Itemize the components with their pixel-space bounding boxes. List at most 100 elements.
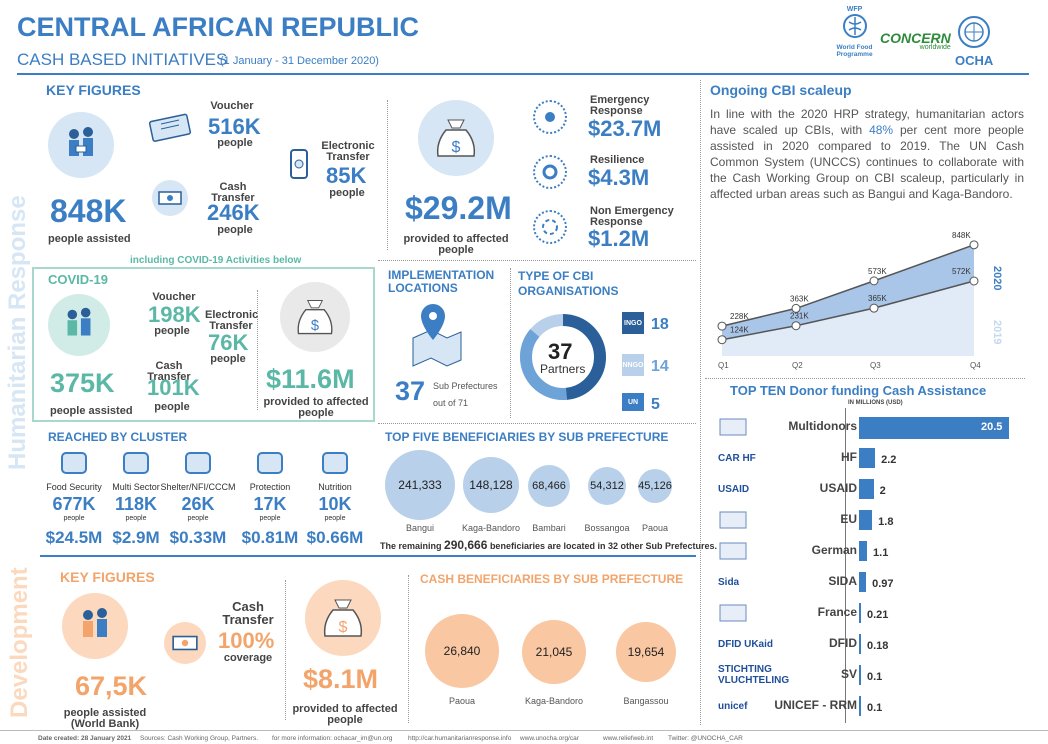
kf-cash-value: 246K <box>207 200 260 225</box>
covid-provided-label: provided to affected people <box>263 396 369 419</box>
implementation-text: Sub Prefectures <box>433 381 498 391</box>
cluster-text: people <box>63 515 85 522</box>
footer-twitter[interactable]: Twitter: @UNOCHA_CAR <box>668 735 743 742</box>
footer-url3[interactable]: www.reliefweb.int <box>603 735 654 742</box>
footer-info[interactable]: for more information: ochacar_im@un.org <box>272 735 393 742</box>
donor-bar <box>859 696 861 716</box>
phone-icon <box>280 145 318 183</box>
area-2019 <box>722 281 974 356</box>
bubble-label: Bossangoa <box>584 523 630 533</box>
bubble-label: Bambari <box>532 523 566 533</box>
data-point <box>791 303 801 313</box>
kf-voucher-label: Voucher <box>210 100 254 112</box>
cluster-text: people <box>259 515 281 522</box>
cash-icon <box>152 180 188 216</box>
cluster-text: 118K <box>114 494 158 514</box>
donor-name: UNICEF - RRM <box>774 698 857 712</box>
kf-resilience-value: $4.3M <box>588 165 650 190</box>
bubble-label: Bangui <box>405 523 435 533</box>
donor-value: 0.18 <box>867 640 889 652</box>
covid-cash-label: Cash Transfer <box>147 360 191 383</box>
kf-provided-label: provided to affected people <box>403 233 509 256</box>
x-tick: Q2 <box>792 361 803 370</box>
divider <box>510 268 511 418</box>
cluster-text: 10K <box>318 494 352 514</box>
donor-logo <box>718 510 773 530</box>
footer-sources: Sources: Cash Working Group, Partners. <box>140 735 259 742</box>
sidebar-development: Development <box>6 567 33 718</box>
kf-resilience-label: Resilience <box>590 154 645 166</box>
svg-text:$: $ <box>339 619 348 636</box>
dev-cash-sub: coverage <box>223 652 273 664</box>
covid-note: including COVID-19 Activities below <box>130 255 302 266</box>
page-title: CENTRAL AFRICAN REPUBLIC <box>17 12 419 42</box>
donor-bar <box>859 448 876 468</box>
data-point <box>717 321 727 331</box>
data-point <box>869 303 879 313</box>
implementation-title: IMPLEMENTATION LOCATIONS <box>388 268 495 295</box>
covid-people-icon <box>48 294 110 356</box>
covid-assisted-value: 375K <box>50 368 115 398</box>
un-value: 5 <box>651 396 660 413</box>
donor-bar <box>859 603 861 623</box>
series-line <box>721 280 975 341</box>
kf-emergency-label: Emergency Response <box>590 94 650 117</box>
data-label: 365K <box>868 294 887 303</box>
ingo-flag: INGO <box>622 312 644 334</box>
cluster-text: Food Security <box>46 482 102 492</box>
donor-row: DFID UKaid DFID 0.18 <box>712 630 1012 656</box>
donor-axis <box>845 408 846 723</box>
footer-url1[interactable]: http://car.humanitarianresponse.info <box>408 735 512 742</box>
footer-date: Date created: 28 January 2021 <box>38 735 132 742</box>
bubble-label: Paoua <box>641 523 669 533</box>
divider <box>705 378 1025 379</box>
cluster-text: Shelter/NFI/CCCM <box>160 482 236 492</box>
covid-provided-value: $11.6M <box>266 364 355 394</box>
donor-value: 20.5 <box>981 421 1003 433</box>
cash-benef-label: Bangassou <box>623 696 669 706</box>
kf-provided-value: $29.2M <box>405 190 512 226</box>
donors-title: TOP TEN Donor funding Cash Assistance <box>730 383 987 398</box>
covid-box <box>32 267 375 422</box>
cluster-text: 17K <box>253 494 287 514</box>
footer-url2[interactable]: www.unocha.org/car <box>520 735 579 742</box>
dev-assisted-value: 67,5K <box>75 671 148 701</box>
cash-benef-label: Kaga-Bandoro <box>524 696 584 706</box>
covid-electronic-value: 76K <box>208 330 249 355</box>
donors-unit: IN MILLIONS (USD) <box>848 400 903 406</box>
cluster-text: $24.5M <box>45 528 103 547</box>
series-line <box>721 244 975 327</box>
data-label: 228K <box>730 312 749 321</box>
donor-value: 0.21 <box>867 609 889 621</box>
dev-provided-value: $8.1M <box>303 664 379 694</box>
organisations-title: TYPE OF CBI ORGANISATIONS <box>518 269 619 298</box>
svg-text:$: $ <box>311 318 319 334</box>
donor-row: STICHTING VLUCHTELING SV 0.1 <box>712 661 1012 687</box>
data-label: 231K <box>790 312 809 321</box>
divider <box>378 260 696 261</box>
concern-logo: CONCERN worldwide <box>880 30 951 51</box>
data-label: 848K <box>952 231 971 240</box>
multi-sector-icon <box>118 445 154 479</box>
dev-money-bag-icon: $ <box>305 580 381 656</box>
un-flag: UN <box>622 393 644 411</box>
donor-logo: DFID UKaid <box>718 638 773 650</box>
bubble-bambari: 68,466 <box>528 465 570 507</box>
cash-benef-bubble-bangassou: 19,654 <box>616 622 676 682</box>
donor-logo: unicef <box>718 700 748 712</box>
cluster-text: people <box>187 515 209 522</box>
dev-cash-value: 100% <box>218 628 275 653</box>
donor-row: German 1.1 <box>712 537 1012 563</box>
donor-row: EU 1.8 <box>712 506 1012 532</box>
donor-bar <box>859 510 873 530</box>
scaleup-text: In line with the 2020 HRP strategy, huma… <box>710 107 1024 201</box>
donor-row: USAID USAID 2 <box>712 475 1012 501</box>
donor-name: Multidonors <box>788 419 857 433</box>
kf-assisted-value: 848K <box>50 193 127 229</box>
covid-cash-value: 101K <box>147 375 200 400</box>
donor-bar <box>859 665 861 685</box>
dev-cash-label: Cash Transfer <box>222 599 274 627</box>
donor-row: CAR HF HF 2.2 <box>712 444 1012 470</box>
donor-logo: USAID <box>718 483 750 495</box>
cluster-text: Nutrition <box>318 482 352 492</box>
